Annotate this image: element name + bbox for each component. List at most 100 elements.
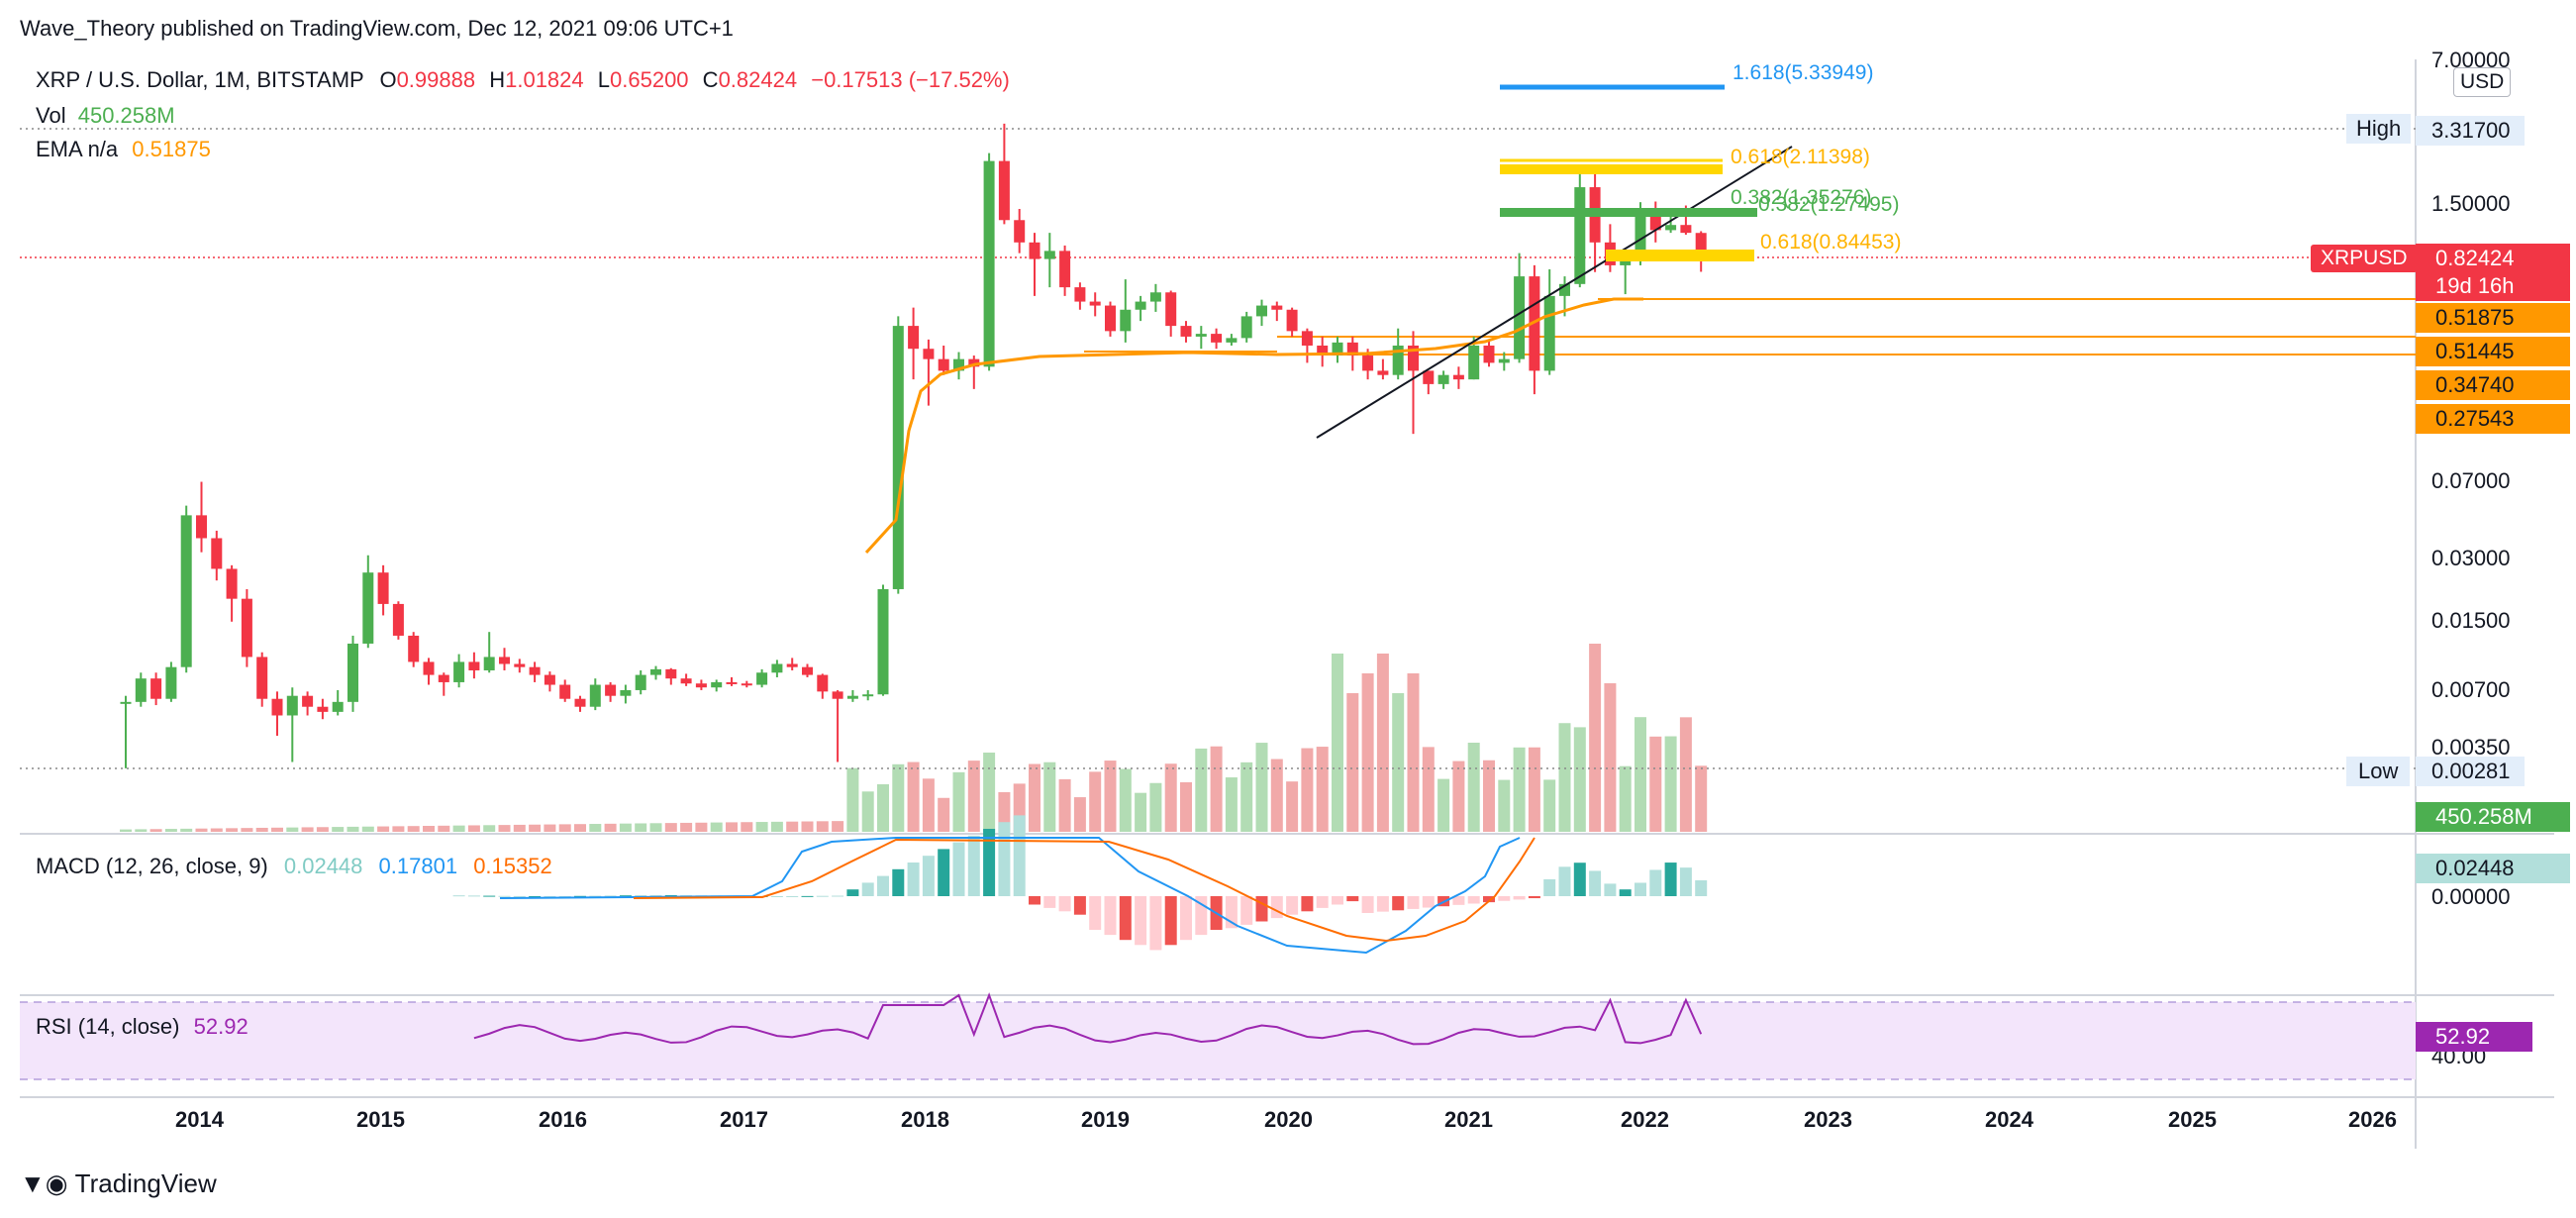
volume-bar bbox=[664, 823, 677, 832]
candle-body bbox=[1105, 305, 1116, 332]
volume-bar bbox=[1664, 736, 1677, 832]
macd-histogram-bar bbox=[1376, 896, 1389, 912]
ema-legend[interactable]: EMA n/a 0.51875 bbox=[36, 137, 211, 162]
volume-bar bbox=[1073, 797, 1086, 832]
volume-bar bbox=[1013, 783, 1026, 832]
volume-bar bbox=[861, 791, 874, 832]
candle-body bbox=[680, 678, 692, 684]
macd-histogram-bar bbox=[467, 895, 480, 897]
fib-lower-zone bbox=[1606, 250, 1754, 261]
candle-body bbox=[1559, 283, 1570, 296]
candle-body bbox=[1120, 309, 1132, 332]
symbol-legend[interactable]: XRP / U.S. Dollar, 1M, BITSTAMP O0.99888… bbox=[36, 67, 1010, 93]
volume-bar bbox=[922, 778, 935, 832]
volume-bar bbox=[801, 821, 814, 832]
volume-bar bbox=[1498, 779, 1511, 832]
macd-histogram-bar bbox=[1180, 896, 1192, 941]
macd-legend[interactable]: MACD (12, 26, close, 9) 0.02448 0.17801 … bbox=[36, 854, 552, 879]
macd-hist-value: 0.02448 bbox=[283, 854, 363, 878]
candle-body bbox=[1014, 220, 1026, 243]
candle-body bbox=[983, 160, 995, 367]
volume-bar bbox=[1528, 747, 1540, 832]
candle-body bbox=[347, 643, 358, 702]
candle-body bbox=[756, 672, 768, 685]
volume-bar bbox=[1164, 763, 1177, 832]
candle-body bbox=[1362, 355, 1374, 371]
volume-bar bbox=[498, 825, 511, 832]
candle-body bbox=[1135, 301, 1146, 310]
macd-histogram-bar bbox=[832, 895, 844, 897]
candle-body bbox=[968, 358, 980, 367]
macd-histogram-bar bbox=[619, 895, 632, 897]
main-pane bbox=[20, 59, 2416, 834]
macd-histogram-bar bbox=[1452, 896, 1465, 905]
time-axis-label: 2026 bbox=[2348, 1107, 2397, 1132]
candle-body bbox=[1029, 242, 1040, 259]
volume-bar bbox=[967, 761, 980, 832]
volume-bar bbox=[998, 791, 1011, 832]
macd-histogram-bar bbox=[1619, 889, 1632, 896]
candle-body bbox=[620, 689, 632, 696]
candle-body bbox=[241, 598, 252, 658]
volume-bar bbox=[604, 823, 617, 832]
macd-histogram-bar bbox=[1316, 896, 1329, 908]
price-tick-1-5: 1.50000 bbox=[2431, 191, 2511, 216]
footer-brand-text: TradingView bbox=[74, 1168, 217, 1198]
level-tag-2: 0.51445 bbox=[2416, 337, 2570, 366]
volume-bar bbox=[120, 829, 132, 832]
volume-bar bbox=[1225, 777, 1238, 832]
candle-body bbox=[1286, 309, 1298, 332]
level-tag-4: 0.27543 bbox=[2416, 404, 2570, 434]
volume-bar bbox=[1361, 673, 1374, 832]
macd-histogram-bar bbox=[604, 895, 617, 897]
candle-body bbox=[1043, 251, 1055, 259]
footer-brand: ▼◉ TradingView bbox=[20, 1168, 217, 1199]
macd-histogram-bar bbox=[877, 875, 889, 896]
candle-body bbox=[271, 698, 283, 716]
volume-bar bbox=[1210, 746, 1223, 832]
macd-histogram-bar bbox=[1695, 879, 1708, 896]
high-label: H bbox=[489, 67, 506, 92]
macd-histogram-bar bbox=[1483, 896, 1495, 903]
macd-histogram-bar bbox=[952, 842, 965, 896]
volume-bar bbox=[1255, 743, 1268, 832]
macd-histogram-bar bbox=[513, 895, 526, 897]
fib-green-label-a: 0.382(1.27495) bbox=[1758, 193, 1900, 216]
symbol-name[interactable]: XRP / U.S. Dollar, 1M, BITSTAMP bbox=[36, 67, 364, 92]
rsi-value-tag: 52.92 bbox=[2416, 1022, 2532, 1052]
price-tick-7: 7.00000 bbox=[2431, 48, 2511, 72]
volume-bar bbox=[1316, 747, 1329, 832]
candle-body bbox=[1620, 259, 1632, 265]
volume-bar bbox=[938, 797, 950, 832]
volume-bar bbox=[255, 827, 268, 832]
volume-bar bbox=[710, 822, 723, 832]
candle-body bbox=[1452, 374, 1464, 380]
macd-histogram-bar bbox=[1407, 896, 1420, 909]
currency-button[interactable]: USD bbox=[2453, 67, 2512, 97]
volume-bar bbox=[695, 822, 708, 832]
rsi-legend[interactable]: RSI (14, close) 52.92 bbox=[36, 1014, 248, 1040]
volume-bar bbox=[1180, 781, 1192, 832]
rsi-line bbox=[473, 992, 1703, 1046]
volume-legend[interactable]: Vol 450.258M bbox=[36, 103, 175, 129]
fib-green-zone bbox=[1500, 208, 1757, 217]
price-tick-0-007: 0.00700 bbox=[2431, 677, 2511, 702]
volume-bar bbox=[1301, 748, 1314, 832]
volume-bar bbox=[149, 829, 162, 832]
macd-histogram-bar bbox=[1361, 896, 1374, 913]
volume-bar bbox=[483, 825, 496, 832]
candle-body bbox=[438, 674, 449, 682]
candle-body bbox=[605, 684, 617, 696]
candle-body bbox=[1408, 345, 1419, 371]
low-marker-label: Low bbox=[2346, 757, 2411, 786]
macd-histogram-bar bbox=[1604, 883, 1617, 896]
candle-body bbox=[1514, 276, 1526, 359]
low-value: 0.65200 bbox=[610, 67, 689, 92]
volume-bar bbox=[1149, 782, 1162, 832]
candle-body bbox=[711, 681, 723, 688]
time-axis-label: 2018 bbox=[901, 1107, 949, 1132]
macd-histogram-bar bbox=[861, 882, 874, 896]
ema-value: 0.51875 bbox=[132, 137, 211, 161]
candle-body bbox=[483, 657, 495, 670]
